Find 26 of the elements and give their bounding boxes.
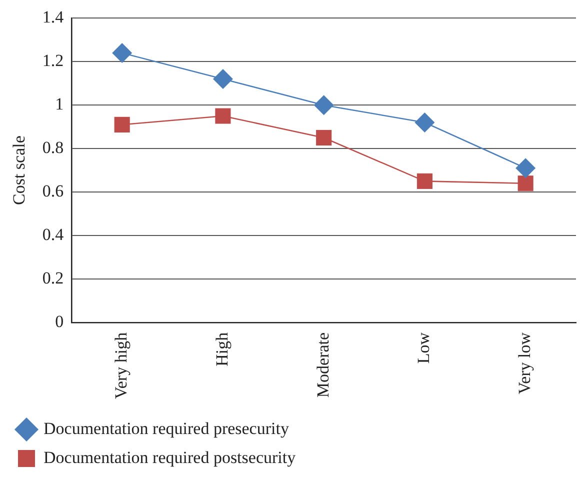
y-axis-title: Cost scale bbox=[10, 136, 29, 206]
point bbox=[414, 112, 435, 133]
x-tick-label: Very high bbox=[112, 332, 131, 400]
point bbox=[212, 69, 233, 90]
y-tick-label: 1.4 bbox=[42, 8, 64, 27]
x-tick-label: Very low bbox=[515, 332, 534, 394]
y-tick-label: 1.2 bbox=[42, 51, 64, 70]
legend-label: Documentation required presecurity bbox=[44, 418, 290, 438]
y-tick-label: 0 bbox=[55, 312, 64, 331]
point bbox=[316, 130, 332, 146]
y-tick-label: 0.8 bbox=[42, 138, 64, 158]
point bbox=[114, 116, 130, 132]
point bbox=[416, 173, 432, 189]
y-tick-label: 1 bbox=[55, 94, 64, 114]
y-tick-label: 0.4 bbox=[42, 224, 64, 244]
point bbox=[112, 42, 132, 63]
point bbox=[516, 158, 536, 178]
point bbox=[314, 95, 334, 116]
y-tick-label: 0.2 bbox=[42, 268, 64, 288]
point bbox=[518, 176, 534, 192]
legend-label: Documentation required postsecurity bbox=[44, 448, 296, 467]
y-tick-label: 0.6 bbox=[42, 182, 64, 201]
x-tick-label: Moderate bbox=[313, 332, 332, 398]
point bbox=[215, 108, 231, 124]
x-tick-label: Low bbox=[414, 332, 434, 364]
x-tick-label: High bbox=[212, 332, 232, 366]
